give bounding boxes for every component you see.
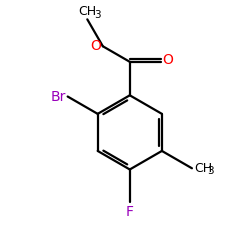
Text: O: O: [162, 54, 173, 68]
Text: CH: CH: [78, 5, 96, 18]
Text: CH: CH: [194, 162, 212, 175]
Text: O: O: [90, 39, 101, 53]
Text: F: F: [126, 205, 134, 219]
Text: Br: Br: [50, 90, 66, 104]
Text: 3: 3: [94, 10, 100, 20]
Text: 3: 3: [207, 166, 214, 176]
